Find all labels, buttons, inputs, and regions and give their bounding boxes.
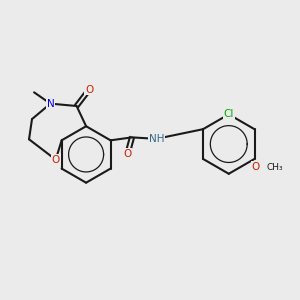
Text: O: O (252, 162, 260, 172)
Text: O: O (85, 85, 93, 95)
Text: O: O (52, 155, 60, 165)
Text: N: N (46, 99, 54, 109)
Text: NH: NH (148, 134, 164, 144)
Text: O: O (123, 149, 132, 159)
Text: CH₃: CH₃ (266, 163, 283, 172)
Text: Cl: Cl (224, 109, 234, 119)
